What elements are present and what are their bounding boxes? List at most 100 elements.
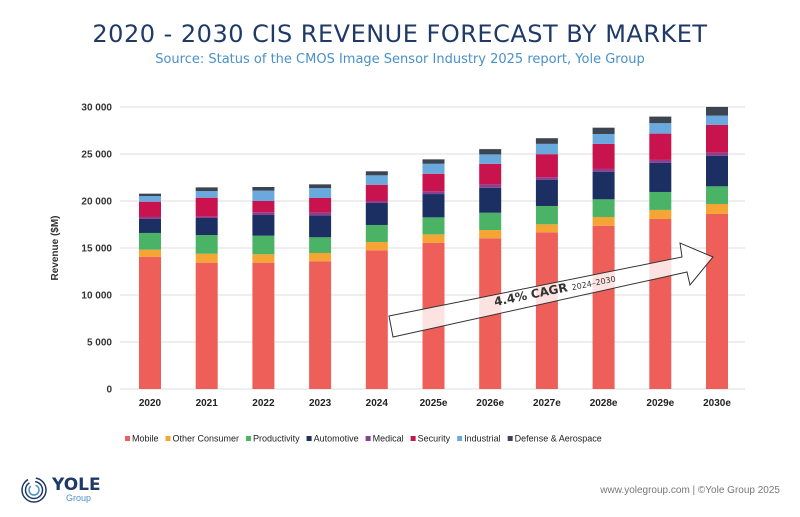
- bar-segment-productivity: [649, 191, 672, 210]
- x-tick-label: 2021: [196, 398, 219, 409]
- bar-segment-industrial: [139, 196, 161, 202]
- bar-segment-automotive: [649, 162, 672, 192]
- bar-segment-medical: [309, 212, 332, 216]
- bar-segment-other-consumer: [139, 249, 161, 257]
- bar-segment-other-consumer: [592, 216, 615, 226]
- bar-segment-defense-aerospace: [706, 106, 728, 116]
- bar-segment-mobile: [139, 256, 161, 389]
- y-axis-label: Revenue ($M): [50, 215, 61, 280]
- bar-segment-productivity: [195, 235, 218, 254]
- bar-segment-automotive: [422, 194, 445, 218]
- bar-segment-other-consumer: [706, 204, 728, 214]
- bar-segment-automotive: [592, 171, 615, 200]
- bar-segment-industrial: [706, 115, 728, 125]
- legend-swatch: [410, 436, 416, 441]
- y-tick-label: 10 000: [81, 291, 112, 302]
- legend-item: Mobile: [132, 434, 159, 444]
- bar-segment-productivity: [535, 205, 558, 225]
- bar-segment-productivity: [422, 217, 445, 235]
- bar-segment-other-consumer: [309, 252, 332, 262]
- bar-segment-medical: [479, 184, 502, 188]
- bar-segment-productivity: [252, 235, 275, 255]
- bar-segment-security: [365, 184, 388, 201]
- bar-segment-industrial: [535, 143, 558, 155]
- bar-segment-productivity: [706, 186, 728, 205]
- chart-title: 2020 - 2030 CIS REVENUE FORECAST BY MARK…: [92, 20, 708, 48]
- bar-segment-other-consumer: [365, 241, 388, 251]
- bar-segment-medical: [706, 152, 728, 156]
- logo-rings-icon: [21, 477, 47, 503]
- bar-segment-medical: [535, 177, 558, 180]
- bar-segment-medical: [139, 216, 161, 219]
- legend-item: Other Consumer: [173, 434, 240, 444]
- y-tick-label: 30 000: [81, 103, 112, 114]
- bar-segment-defense-aerospace: [592, 127, 615, 134]
- bar-segment-automotive: [252, 215, 275, 236]
- bar-segment-industrial: [195, 191, 218, 198]
- bar-segment-mobile: [195, 262, 218, 389]
- bar-segment-industrial: [592, 133, 615, 144]
- yole-logo: YOLE Group: [20, 476, 101, 504]
- x-tick-label: 2024: [366, 398, 389, 409]
- bar-segment-medical: [195, 216, 218, 219]
- bar-segment-automotive: [139, 218, 161, 233]
- bar-segment-industrial: [309, 188, 332, 198]
- bar-segment-defense-aerospace: [649, 116, 672, 124]
- bar-segment-other-consumer: [195, 253, 218, 263]
- bar-segment-security: [139, 201, 161, 217]
- bar-segment-productivity: [479, 212, 502, 231]
- legend-swatch: [507, 436, 513, 441]
- bar-segment-productivity: [139, 232, 161, 250]
- bar-segment-security: [422, 173, 445, 192]
- bar-segment-mobile: [365, 250, 388, 389]
- x-tick-label: 2030e: [703, 398, 731, 409]
- bar-segment-mobile: [592, 225, 615, 389]
- bar-segment-medical: [365, 201, 388, 203]
- bar-segment-defense-aerospace: [365, 171, 388, 176]
- legend-item: Defense & Aerospace: [515, 434, 602, 444]
- bar-segment-security: [592, 143, 615, 169]
- bar-segment-security: [706, 124, 728, 153]
- bar-segment-automotive: [535, 179, 558, 206]
- bar-segment-automotive: [195, 218, 218, 236]
- bar-segment-other-consumer: [535, 224, 558, 233]
- legend-swatch: [365, 436, 371, 441]
- bar-segment-defense-aerospace: [479, 149, 502, 155]
- bar-segment-mobile: [706, 213, 728, 389]
- footer-copyright: www.yolegroup.com | ©Yole Group 2025: [600, 485, 780, 496]
- bar-segment-mobile: [535, 232, 558, 389]
- legend-item: Automotive: [314, 434, 359, 444]
- bar-segment-other-consumer: [649, 209, 672, 219]
- bar-segment-security: [195, 197, 218, 217]
- bar-segment-automotive: [479, 187, 502, 213]
- bar-segment-industrial: [479, 154, 502, 164]
- logo-sub-text: Group: [66, 493, 92, 503]
- bar-segment-other-consumer: [422, 234, 445, 243]
- x-tick-label: 2028e: [590, 398, 618, 409]
- y-tick-label: 20 000: [81, 197, 112, 208]
- x-tick-label: 2027e: [533, 398, 561, 409]
- y-tick-label: 0: [106, 385, 112, 396]
- legend-swatch: [165, 436, 171, 441]
- bar-segment-industrial: [252, 190, 275, 201]
- legend-item: Industrial: [464, 434, 501, 444]
- bar-segment-defense-aerospace: [535, 138, 558, 144]
- bar-segment-security: [479, 163, 502, 185]
- bar-segment-automotive: [706, 155, 728, 187]
- y-tick-label: 25 000: [81, 150, 112, 161]
- bar-segment-other-consumer: [252, 254, 275, 263]
- x-tick-label: 2029e: [646, 398, 674, 409]
- bar-segment-security: [535, 154, 558, 178]
- bar-segment-other-consumer: [479, 230, 502, 239]
- bar-segment-medical: [649, 159, 672, 163]
- legend-swatch: [125, 436, 130, 441]
- bar-segment-productivity: [592, 199, 615, 217]
- bar-segment-security: [649, 133, 672, 160]
- bar-segment-mobile: [649, 218, 672, 389]
- bar-segment-productivity: [309, 237, 332, 253]
- bar-segment-defense-aerospace: [252, 186, 275, 191]
- x-tick-label: 2020: [139, 398, 162, 409]
- bar-segment-security: [309, 197, 332, 213]
